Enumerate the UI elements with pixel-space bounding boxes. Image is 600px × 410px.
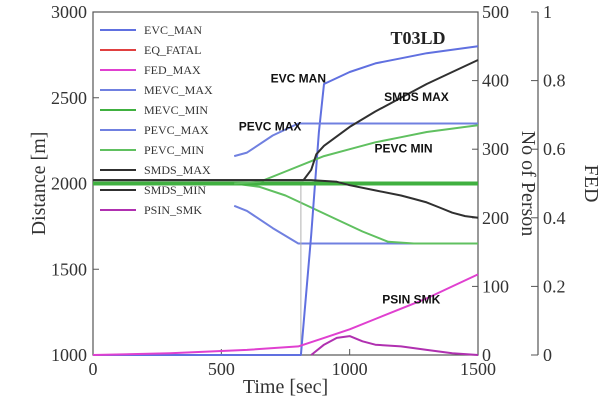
y-right2-tick-label: 0: [543, 345, 552, 365]
annotation-label: SMDS MAX: [384, 90, 449, 104]
y-left-tick-label: 2000: [51, 174, 87, 194]
annotation-label: EVC MAN: [271, 71, 326, 85]
y-right1-tick-label: 100: [482, 276, 509, 296]
legend-label: SMDS_MIN: [144, 183, 206, 197]
y-left-axis-label: Distance [m]: [28, 132, 50, 236]
legend-label: PEVC_MIN: [144, 143, 204, 157]
legend-label: MEVC_MAX: [144, 83, 213, 97]
series-line-pevc-max: [233, 122, 478, 158]
y-right1-tick-label: 0: [482, 345, 491, 365]
annotation-label: PEVC MIN: [375, 142, 433, 156]
series-line-psin-smk: [310, 335, 479, 356]
legend-label: EQ_FATAL: [144, 43, 201, 57]
y-right2-tick-label: 0.4: [543, 208, 566, 228]
series-line-pevc-min: [234, 124, 479, 185]
annotation-label: PSIN SMK: [382, 293, 440, 307]
legend-label: FED_MAX: [144, 63, 201, 77]
y-left-tick-label: 3000: [51, 2, 87, 22]
legend-label: PEVC_MAX: [144, 123, 209, 137]
y-right1-tick-label: 400: [482, 71, 509, 91]
chart-title: T03LD: [390, 28, 445, 48]
y-right2-tick-label: 0.8: [543, 71, 566, 91]
y-right1-axis-label: No of Person: [517, 131, 539, 237]
series-line-evc-man: [93, 45, 479, 356]
legend-label: SMDS_MAX: [144, 163, 211, 177]
y-left-tick-label: 2500: [51, 88, 87, 108]
y-right1-tick-label: 200: [482, 208, 509, 228]
extra-line-1: [234, 182, 478, 245]
y-right2-axis-label: FED: [580, 165, 600, 203]
series-line-fed-max: [92, 273, 479, 356]
legend-label: EVC_MAN: [144, 23, 202, 37]
y-right1-tick-label: 300: [482, 139, 509, 159]
y-left-tick-label: 1500: [51, 259, 87, 279]
extra-line-0: [233, 204, 478, 245]
y-right1-tick-label: 500: [482, 2, 509, 22]
x-tick-label: 0: [89, 359, 98, 379]
series-line-smds-max: [93, 59, 479, 182]
legend-label: MEVC_MIN: [144, 103, 208, 117]
series-line-smds-min: [93, 179, 479, 219]
y-right2-tick-label: 1: [543, 2, 552, 22]
legend-label: PSIN_SMK: [144, 203, 202, 217]
y-right2-tick-label: 0.2: [543, 276, 566, 296]
x-axis-label: Time [sec]: [243, 376, 328, 398]
y-right2-tick-label: 0.6: [543, 139, 566, 159]
annotation-label: PEVC MAX: [239, 119, 302, 133]
y-left-tick-label: 1000: [51, 345, 87, 365]
x-tick-label: 1500: [460, 359, 496, 379]
x-tick-label: 1000: [332, 359, 368, 379]
x-tick-label: 500: [208, 359, 235, 379]
